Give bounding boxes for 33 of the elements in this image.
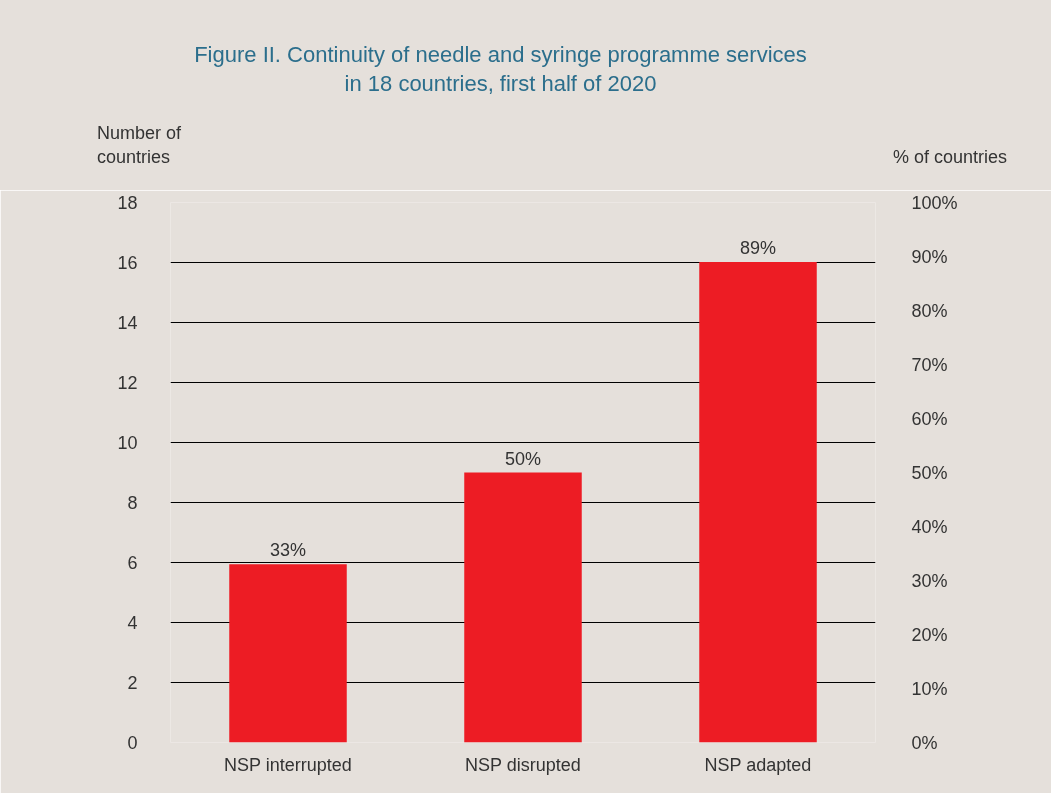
y-tick-label: 8 [127,493,138,513]
y-tick-label: 16 [117,253,138,273]
y-tick-label: 18 [117,193,138,213]
y2-axis-title: % of countries [892,146,1007,169]
y2-tick-label: 70% [911,354,948,375]
y2-tick-label: 30% [911,570,948,591]
x-tick-label: NSP disrupted [464,754,581,775]
data-label: 33% [269,540,307,561]
y2-tick-label: 0% [911,732,938,753]
y-axis-title: Number of countries [97,122,182,169]
y-tick-label: 14 [117,313,138,333]
x-tick-label: NSP adapted [704,754,812,775]
y-tick-label: 6 [127,553,138,573]
y2-tick-label: 10% [911,678,948,699]
x-tick-label: NSP interrupted [223,754,352,775]
data-label: 89% [739,237,777,258]
y2-tick-label: 80% [911,300,948,321]
y-tick-label: 0 [127,733,138,753]
y2-tick-label: 60% [911,408,948,429]
y2-tick-label: 40% [911,516,948,537]
y2-tick-label: 50% [911,462,948,483]
bar [229,564,347,743]
bar [699,261,817,743]
chart-title: Figure II. Continuity of needle and syringe programme services in 18 countries, first half of 2020 [193,41,808,98]
y2-tick-label: 20% [911,624,948,645]
y-tick-label: 12 [117,373,138,393]
data-label: 50% [504,448,542,469]
y2-tick-label: 100% [911,192,958,213]
y-tick-label: 10 [117,433,138,453]
y2-tick-label: 90% [911,246,948,267]
y-tick-label: 2 [127,673,138,693]
y-tick-label: 4 [127,613,138,633]
bar [464,472,582,743]
